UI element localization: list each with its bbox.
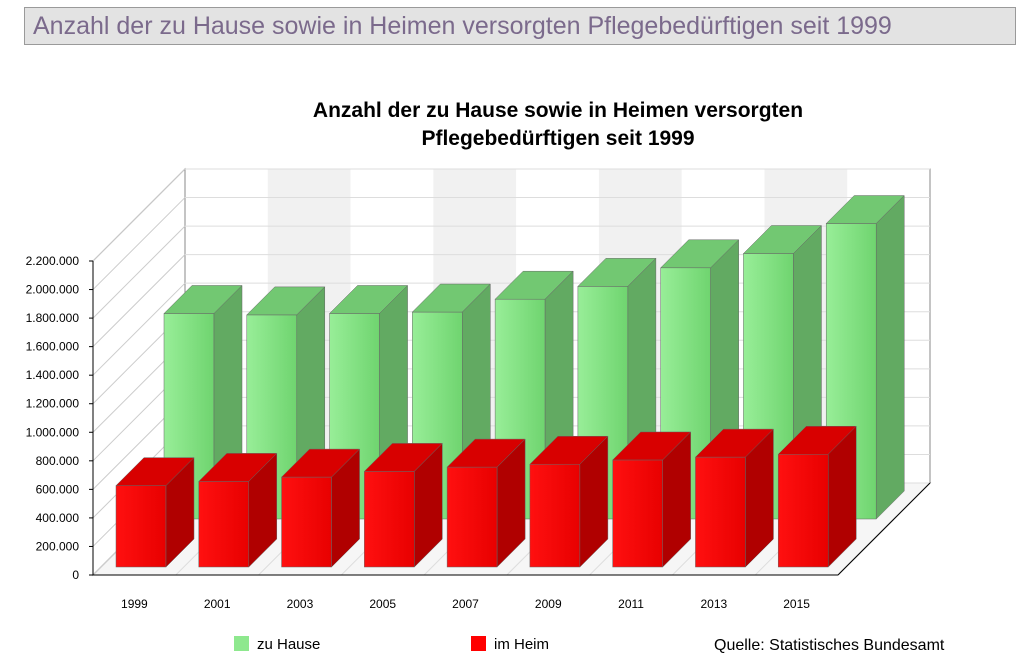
y-tick-label: 2.200.000 (26, 254, 80, 268)
legend-label-zu-hause: zu Hause (257, 636, 320, 653)
bar-im-heim-2009-front (529, 463, 581, 568)
bar-im-heim-2007-front (446, 466, 498, 568)
bar-im-heim-2009 (529, 435, 609, 568)
bar-im-heim-2009-side (579, 435, 609, 568)
y-tick-label: 1.200.000 (26, 397, 80, 411)
y-tick-label: 1.000.000 (26, 425, 80, 439)
bar-im-heim-2007-side (496, 438, 526, 568)
bar-im-heim-2011 (612, 431, 692, 568)
bar-im-heim-2015-side (827, 425, 857, 568)
y-tick-label: 400.000 (36, 511, 80, 525)
x-tick-label: 2005 (369, 597, 396, 611)
x-tick-label: 2009 (535, 597, 562, 611)
x-tick-label: 2001 (204, 597, 231, 611)
left-gridline (92, 282, 186, 376)
bar-im-heim-2013 (694, 428, 775, 568)
bar-im-heim-1999-side (165, 457, 195, 568)
legend-swatch-zu-hause (234, 636, 249, 651)
y-tick-label: 1.600.000 (26, 340, 80, 354)
page-header: Anzahl der zu Hause sowie in Heimen vers… (24, 7, 1016, 45)
x-tick-label: 2015 (783, 597, 810, 611)
bar-im-heim-2005-front (364, 471, 415, 568)
bar-im-heim-2003-side (331, 448, 360, 568)
bar-im-heim-2015-front (777, 453, 829, 568)
bar-im-heim-2001 (198, 452, 278, 568)
floor-right-edge (837, 482, 931, 576)
bar-im-heim-2005 (363, 442, 443, 568)
bar-im-heim-2001-side (248, 452, 278, 568)
bar-im-heim-2007 (446, 438, 526, 568)
left-gridline (92, 197, 186, 290)
bar-zu-hause-2015-side (875, 194, 905, 520)
bar-im-heim-2013-front (695, 456, 746, 568)
x-tick-label: 2003 (287, 597, 314, 611)
bar-im-heim-2001-front (198, 481, 250, 568)
bar-im-heim-2003 (280, 448, 361, 568)
y-tick-label: 2.000.000 (26, 283, 80, 297)
bar-im-heim-1999-front (115, 485, 167, 568)
x-tick-label: 2007 (452, 597, 479, 611)
legend-label-im-heim: im Heim (494, 636, 549, 653)
bar-im-heim-2011-front (612, 459, 663, 568)
bar-im-heim-2015 (777, 425, 857, 568)
y-tick-label: 0 (72, 568, 79, 582)
chart-title-line-2: Pflegebedürftigen seit 1999 (421, 127, 694, 150)
source-note: Quelle: Statistisches Bundesamt (714, 637, 945, 654)
y-tick-label: 600.000 (36, 482, 80, 496)
bar-im-heim-2003-front (281, 476, 332, 568)
x-tick-label: 2013 (700, 597, 727, 611)
y-tick-label: 1.400.000 (26, 368, 80, 382)
chart-title-line-1: Anzahl der zu Hause sowie in Heimen vers… (313, 99, 803, 122)
x-tick-label: 2011 (618, 597, 644, 611)
left-gridline (92, 168, 186, 262)
bar-im-heim-2011-side (662, 431, 691, 568)
left-gridline (92, 225, 186, 319)
y-tick-label: 800.000 (36, 454, 80, 468)
bar-im-heim-1999 (115, 457, 195, 568)
y-tick-label: 1.800.000 (26, 311, 80, 325)
bar-im-heim-2005-side (414, 442, 443, 568)
bar-im-heim-2013-side (745, 428, 774, 568)
legend-swatch-im-heim (471, 636, 486, 651)
left-gridline (92, 254, 186, 347)
x-tick-label: 1999 (121, 597, 148, 611)
y-tick-label: 200.000 (36, 539, 80, 553)
